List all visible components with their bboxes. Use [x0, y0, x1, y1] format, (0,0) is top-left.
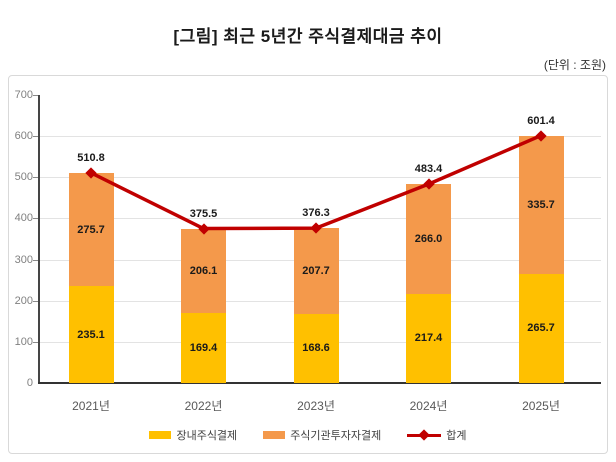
x-axis-label: 2024년 — [409, 399, 448, 413]
legend-item-장내주식결제: 장내주식결제 — [149, 427, 237, 443]
legend-label: 합계 — [446, 430, 467, 442]
gridline — [38, 136, 601, 138]
legend-color-swatch — [263, 431, 286, 439]
plot-area: 0 100 200 300 400 500 600 700 235.1 275.7 2021년 169… — [9, 76, 607, 453]
legend-item-주식기관투자자결제: 주식기관투자자결제 — [263, 427, 381, 443]
total-line — [90, 133, 542, 231]
bar-value-label: 275.7 — [77, 223, 105, 236]
bar-segment-장내주식결제 — [181, 313, 226, 383]
chart-title: [그림] 최근 5년간 주식결제대금 추이 — [173, 27, 443, 46]
gridline — [38, 218, 601, 220]
chart-area: 0 100 200 300 400 500 600 700 235.1 275.7 2021년 169… — [8, 75, 608, 454]
x-axis-label: 2025년 — [522, 399, 560, 413]
x-axis-label: 2022년 — [184, 399, 223, 413]
bar-value-label: 168.6 — [302, 342, 330, 355]
bar-value-label: 266.0 — [414, 232, 443, 245]
x-axis-label: 2023년 — [297, 399, 335, 413]
y-axis-tick — [33, 218, 38, 220]
x-axis — [38, 382, 601, 384]
bar-value-label: 265.7 — [527, 322, 555, 335]
total-value-label: 375.5 — [189, 207, 218, 220]
bar-value-label: 217.4 — [414, 332, 443, 345]
bar-segment-장내주식결제 — [68, 286, 114, 383]
legend-line-swatch — [407, 429, 442, 441]
bar-value-label: 207.7 — [302, 264, 330, 277]
legend-color-swatch — [149, 431, 172, 439]
bar-segment-장내주식결제 — [518, 273, 564, 383]
y-axis-label: 300 — [14, 253, 33, 266]
y-axis-tick — [33, 177, 38, 179]
bar-value-label: 235.1 — [77, 328, 105, 341]
y-axis-tick — [33, 136, 38, 138]
bar-segment-장내주식결제 — [406, 293, 451, 383]
y-axis-label: 0 — [26, 377, 33, 389]
bar-segment-장내주식결제 — [293, 313, 339, 383]
legend: 장내주식결제 주식기관투자자결제 합계 — [9, 427, 607, 443]
y-axis-label: 200 — [14, 294, 33, 307]
y-axis-label: 500 — [14, 171, 33, 184]
y-axis-tick — [33, 341, 38, 343]
bar-value-label: 206.1 — [189, 264, 218, 277]
y-axis-tick — [33, 259, 38, 261]
bar-value-label: 335.7 — [527, 198, 555, 211]
y-axis-label: 400 — [14, 212, 33, 225]
y-axis-tick — [33, 95, 38, 96]
bar-segment-주식기관투자자결제 — [68, 172, 114, 287]
bar-value-label: 169.4 — [189, 342, 218, 355]
y-axis-label: 700 — [14, 89, 33, 101]
y-axis-label: 600 — [14, 130, 33, 143]
gridline — [38, 177, 601, 179]
bar-segment-주식기관투자자결제 — [406, 184, 451, 294]
total-value-label: 601.4 — [527, 114, 555, 127]
unit-label: (단위 : 조원) — [543, 58, 606, 72]
total-value-label: 376.3 — [302, 207, 330, 220]
total-value-label: 510.8 — [77, 151, 105, 164]
legend-label: 장내주식결제 — [176, 430, 238, 442]
y-axis-label: 100 — [14, 335, 33, 348]
total-value-label: 483.4 — [414, 163, 443, 176]
bar-segment-주식기관투자자결제 — [518, 135, 564, 274]
y-axis — [38, 95, 40, 383]
bar-segment-주식기관투자자결제 — [181, 228, 226, 314]
bar-segment-주식기관투자자결제 — [293, 228, 339, 314]
legend-item-합계: 합계 — [407, 427, 467, 443]
x-axis-label: 2021년 — [72, 399, 110, 413]
y-axis-tick — [33, 300, 38, 302]
legend-label: 주식기관투자자결제 — [290, 430, 382, 442]
